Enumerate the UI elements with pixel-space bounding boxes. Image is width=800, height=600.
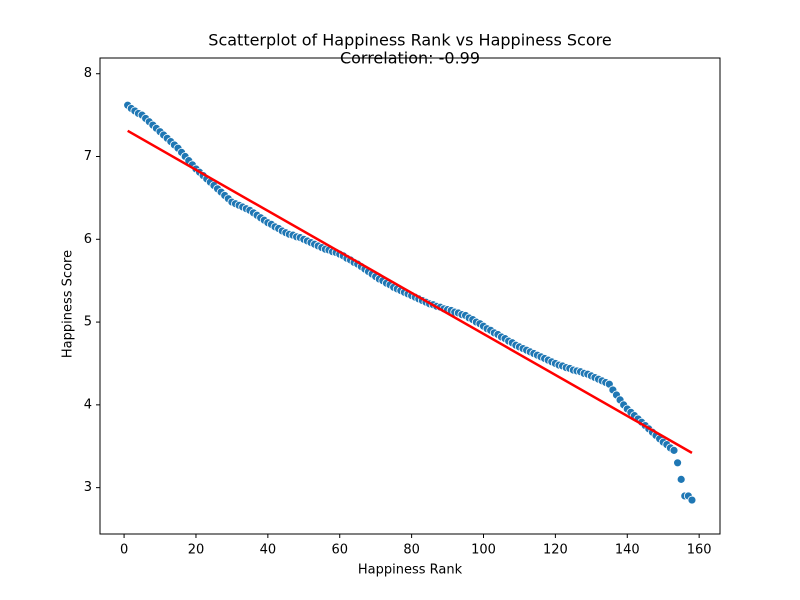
y-tick-label: 8 xyxy=(84,66,92,81)
x-tick-label: 140 xyxy=(615,543,640,558)
x-axis-label: Happiness Rank xyxy=(358,563,463,578)
y-tick-label: 5 xyxy=(84,315,92,330)
x-tick-label: 20 xyxy=(188,543,205,558)
x-tick-label: 60 xyxy=(331,543,348,558)
x-tick-label: 40 xyxy=(260,543,277,558)
x-tick-label: 120 xyxy=(543,543,568,558)
y-tick-label: 7 xyxy=(84,149,92,164)
x-tick-label: 0 xyxy=(120,543,128,558)
regression-line xyxy=(127,129,693,454)
chart-title: Scatterplot of Happiness Rank vs Happine… xyxy=(208,31,611,50)
x-tick-label: 160 xyxy=(687,543,712,558)
point xyxy=(687,495,697,505)
point xyxy=(673,458,682,468)
y-tick-label: 3 xyxy=(84,480,92,495)
plot-frame xyxy=(99,57,721,535)
x-tick-label: 80 xyxy=(403,543,420,558)
x-tick-label: 100 xyxy=(471,543,496,558)
point xyxy=(669,445,679,455)
y-tick-label: 6 xyxy=(84,232,92,247)
y-tick-label: 4 xyxy=(84,397,92,412)
y-axis-label: Happiness Score xyxy=(61,250,76,358)
point xyxy=(676,474,686,484)
